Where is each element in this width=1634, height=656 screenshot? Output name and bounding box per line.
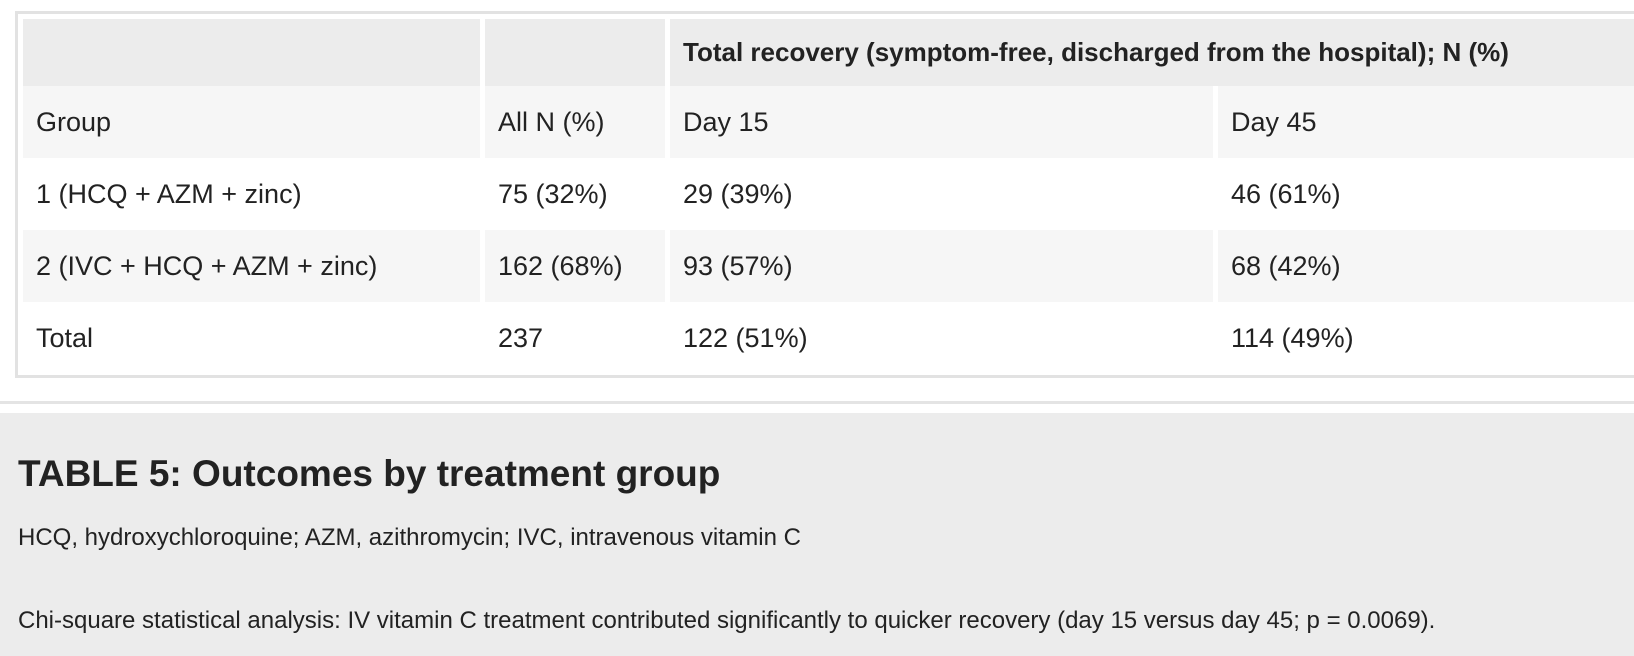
table-cell-day-15: 93 (57%) [670, 230, 1213, 302]
column-header-day-15: Day 15 [670, 86, 1213, 158]
table-cell-all-n: 162 (68%) [485, 230, 665, 302]
table-cell-group: 2 (IVC + HCQ + AZM + zinc) [23, 230, 480, 302]
table-row-total: Total 237 122 (51%) 114 (49%) [23, 302, 1634, 374]
table-header-row-top: Total recovery (symptom-free, discharged… [23, 19, 1634, 86]
table-header-row-columns: Group All N (%) Day 15 Day 45 [23, 86, 1634, 158]
table-cell-day-15: 122 (51%) [670, 302, 1213, 374]
table-cell-all-n: 237 [485, 302, 665, 374]
table-caption: TABLE 5: Outcomes by treatment group HCQ… [0, 413, 1634, 656]
table-cell-day-15: 29 (39%) [670, 158, 1213, 230]
caption-abbreviations: HCQ, hydroxychloroquine; AZM, azithromyc… [18, 524, 801, 551]
table-cell-group: 1 (HCQ + AZM + zinc) [23, 158, 480, 230]
table-cell-day-45: 68 (42%) [1218, 230, 1634, 302]
table-cell-day-45: 114 (49%) [1218, 302, 1634, 374]
outcomes-table: Total recovery (symptom-free, discharged… [18, 19, 1634, 374]
caption-title: TABLE 5: Outcomes by treatment group [18, 453, 721, 494]
total-recovery-header: Total recovery (symptom-free, discharged… [670, 19, 1634, 86]
column-header-day-45: Day 45 [1218, 86, 1634, 158]
table-row: 1 (HCQ + AZM + zinc) 75 (32%) 29 (39%) 4… [23, 158, 1634, 230]
section-divider [0, 401, 1634, 404]
empty-header-cell-group [23, 19, 480, 86]
column-header-all-n: All N (%) [485, 86, 665, 158]
column-header-group: Group [23, 86, 480, 158]
caption-note: Chi-square statistical analysis: IV vita… [18, 607, 1436, 634]
table-row: 2 (IVC + HCQ + AZM + zinc) 162 (68%) 93 … [23, 230, 1634, 302]
empty-header-cell-all [485, 19, 665, 86]
table-cell-all-n: 75 (32%) [485, 158, 665, 230]
table-cell-day-45: 46 (61%) [1218, 158, 1634, 230]
outcomes-table-container: Total recovery (symptom-free, discharged… [15, 11, 1634, 378]
table-cell-group: Total [23, 302, 480, 374]
